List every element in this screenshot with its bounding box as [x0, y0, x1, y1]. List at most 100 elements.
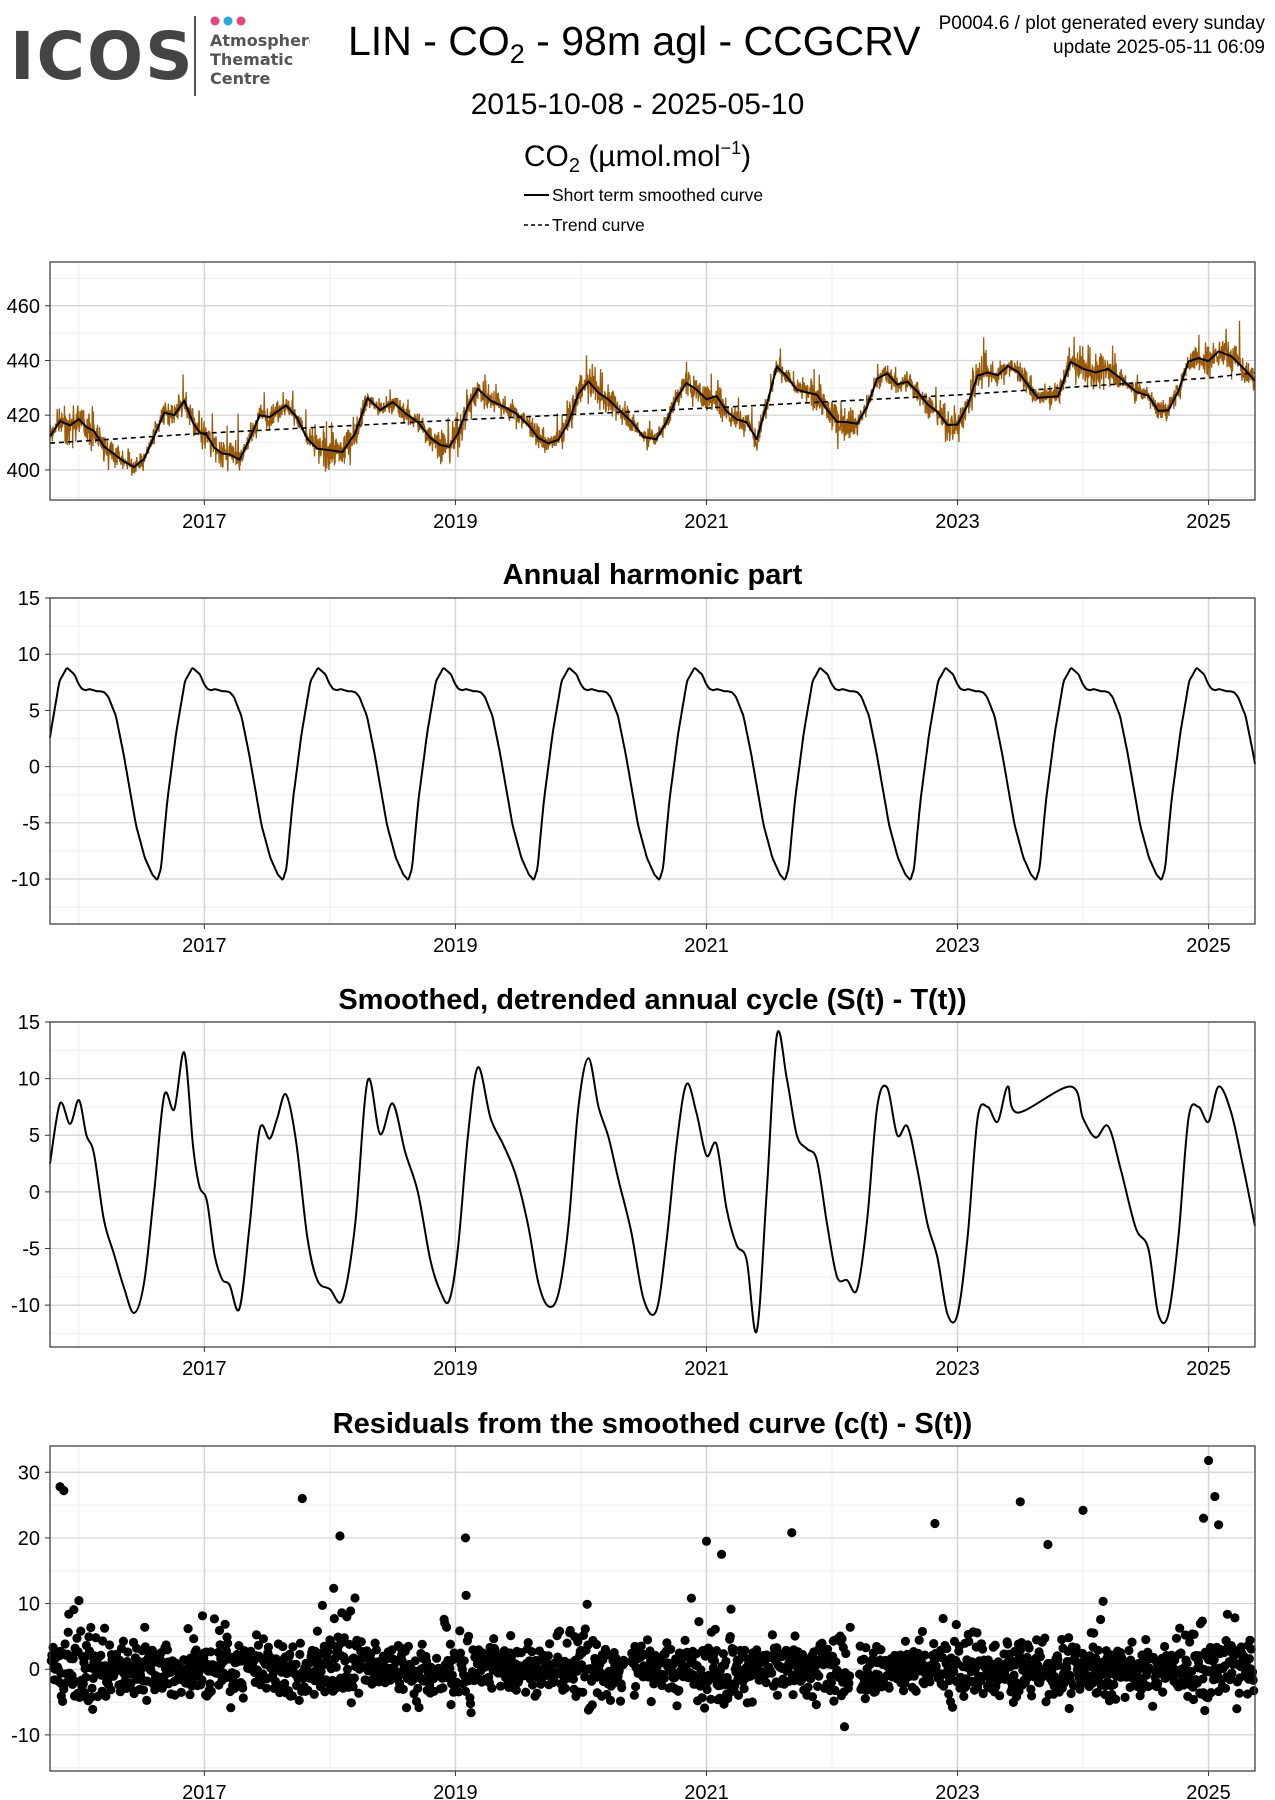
residual-point-outlier: [701, 1536, 712, 1546]
residual-point: [60, 1639, 70, 1649]
residual-point: [496, 1681, 506, 1691]
residual-point: [1064, 1703, 1074, 1714]
logo-dot-1: [210, 16, 220, 26]
residual-point: [1141, 1635, 1151, 1645]
residual-point: [1182, 1658, 1192, 1668]
residual-point: [162, 1645, 172, 1655]
y-tick-label: 15: [18, 1012, 40, 1034]
residual-point: [454, 1687, 464, 1697]
residual-point: [446, 1700, 456, 1710]
residual-point: [309, 1689, 319, 1699]
y-tick-label: -10: [11, 1725, 40, 1747]
residual-point: [348, 1682, 358, 1692]
residual-point: [346, 1606, 356, 1616]
residual-point-outlier: [1213, 1520, 1224, 1530]
residual-point: [844, 1678, 854, 1688]
residual-point: [1022, 1652, 1032, 1662]
panel-title: Smoothed, detrended annual cycle (S(t) -…: [338, 984, 966, 1016]
residual-point: [183, 1624, 193, 1634]
units-mid: (µmol.mol: [579, 140, 721, 173]
residual-point-outlier: [59, 1486, 69, 1496]
residual-point: [807, 1692, 818, 1702]
plot-border: [49, 261, 1256, 501]
x-tick-label: 2025: [1186, 1782, 1231, 1800]
residual-point: [710, 1656, 720, 1666]
residual-point: [898, 1686, 909, 1696]
x-tick-label: 2025: [1186, 511, 1231, 533]
panel-3: -10 -5 0 5 10 15 2017 2019 2021 2023 2025 Smoothed,…: [11, 984, 1256, 1380]
residual-point: [1057, 1634, 1067, 1645]
residual-point: [657, 1680, 667, 1691]
residual-point: [631, 1681, 641, 1692]
residual-point: [990, 1640, 1000, 1650]
plot-background: [50, 1022, 1255, 1347]
residual-point: [253, 1640, 263, 1650]
residual-point: [176, 1687, 186, 1697]
y-tick-label: 0: [29, 1659, 40, 1681]
legend-item-trend: Trend curve: [524, 210, 763, 240]
residual-point: [118, 1636, 128, 1646]
residual-point: [761, 1678, 771, 1688]
residual-point: [788, 1690, 798, 1700]
residual-point: [278, 1642, 288, 1652]
residual-point: [592, 1639, 602, 1650]
residual-point: [288, 1642, 298, 1652]
residual-point: [1206, 1688, 1216, 1698]
residual-point: [636, 1641, 646, 1651]
residual-point: [323, 1646, 333, 1656]
residual-point: [947, 1702, 958, 1712]
residual-point: [929, 1639, 939, 1649]
residual-point: [331, 1662, 341, 1672]
residual-point: [580, 1672, 590, 1682]
residual-point: [339, 1633, 349, 1643]
y-tick-label: 10: [18, 644, 40, 666]
residual-point: [185, 1690, 195, 1700]
residual-point: [138, 1685, 149, 1695]
residual-point: [226, 1703, 236, 1713]
residual-point: [1246, 1644, 1256, 1654]
residual-point: [106, 1685, 116, 1695]
residual-point: [354, 1688, 364, 1698]
residual-point: [1198, 1674, 1208, 1684]
y-tick-label: 460: [7, 296, 40, 318]
legend-label-trend: Trend curve: [552, 214, 645, 235]
logo-wordmark: ICOS: [10, 18, 195, 95]
residual-point: [721, 1656, 731, 1666]
residual-point: [1220, 1683, 1231, 1693]
residual-point: [543, 1651, 553, 1661]
x-tick-label: 2019: [433, 935, 478, 957]
residual-point: [553, 1652, 563, 1662]
trend-curve-line: [49, 371, 1256, 444]
residual-point: [81, 1672, 91, 1682]
units-superscript: −1: [720, 138, 742, 158]
plot-info-line1: P0004.6 / plot generated every sunday: [938, 13, 1265, 34]
residual-point: [1041, 1697, 1051, 1707]
residual-point: [1093, 1645, 1103, 1655]
residual-point: [1092, 1687, 1103, 1697]
plot-background: [50, 1446, 1255, 1771]
residual-point: [295, 1649, 305, 1659]
y-tick-label: 20: [18, 1528, 40, 1550]
harmonic-line: [49, 667, 1256, 881]
residual-point: [261, 1683, 272, 1693]
residual-point: [694, 1617, 704, 1627]
residual-point: [772, 1643, 782, 1653]
residual-point: [316, 1667, 326, 1677]
residual-point: [837, 1634, 847, 1644]
residual-point: [371, 1645, 381, 1655]
y-tick-label: 5: [29, 700, 40, 722]
residual-point: [1234, 1688, 1244, 1698]
residual-point: [841, 1648, 851, 1659]
plot-info: P0004.6 / plot generated every sunday up…: [939, 12, 1265, 60]
plot-border: [49, 1021, 1256, 1348]
residual-point: [155, 1655, 166, 1665]
residual-point: [814, 1671, 824, 1681]
residual-point: [1153, 1678, 1163, 1688]
residual-point: [350, 1593, 360, 1603]
residual-point: [1176, 1648, 1186, 1658]
residual-point: [964, 1636, 974, 1647]
x-tick-label: 2019: [433, 1358, 478, 1380]
residual-point: [582, 1599, 592, 1609]
residual-point: [76, 1626, 86, 1636]
residual-point-outlier: [1015, 1497, 1025, 1507]
